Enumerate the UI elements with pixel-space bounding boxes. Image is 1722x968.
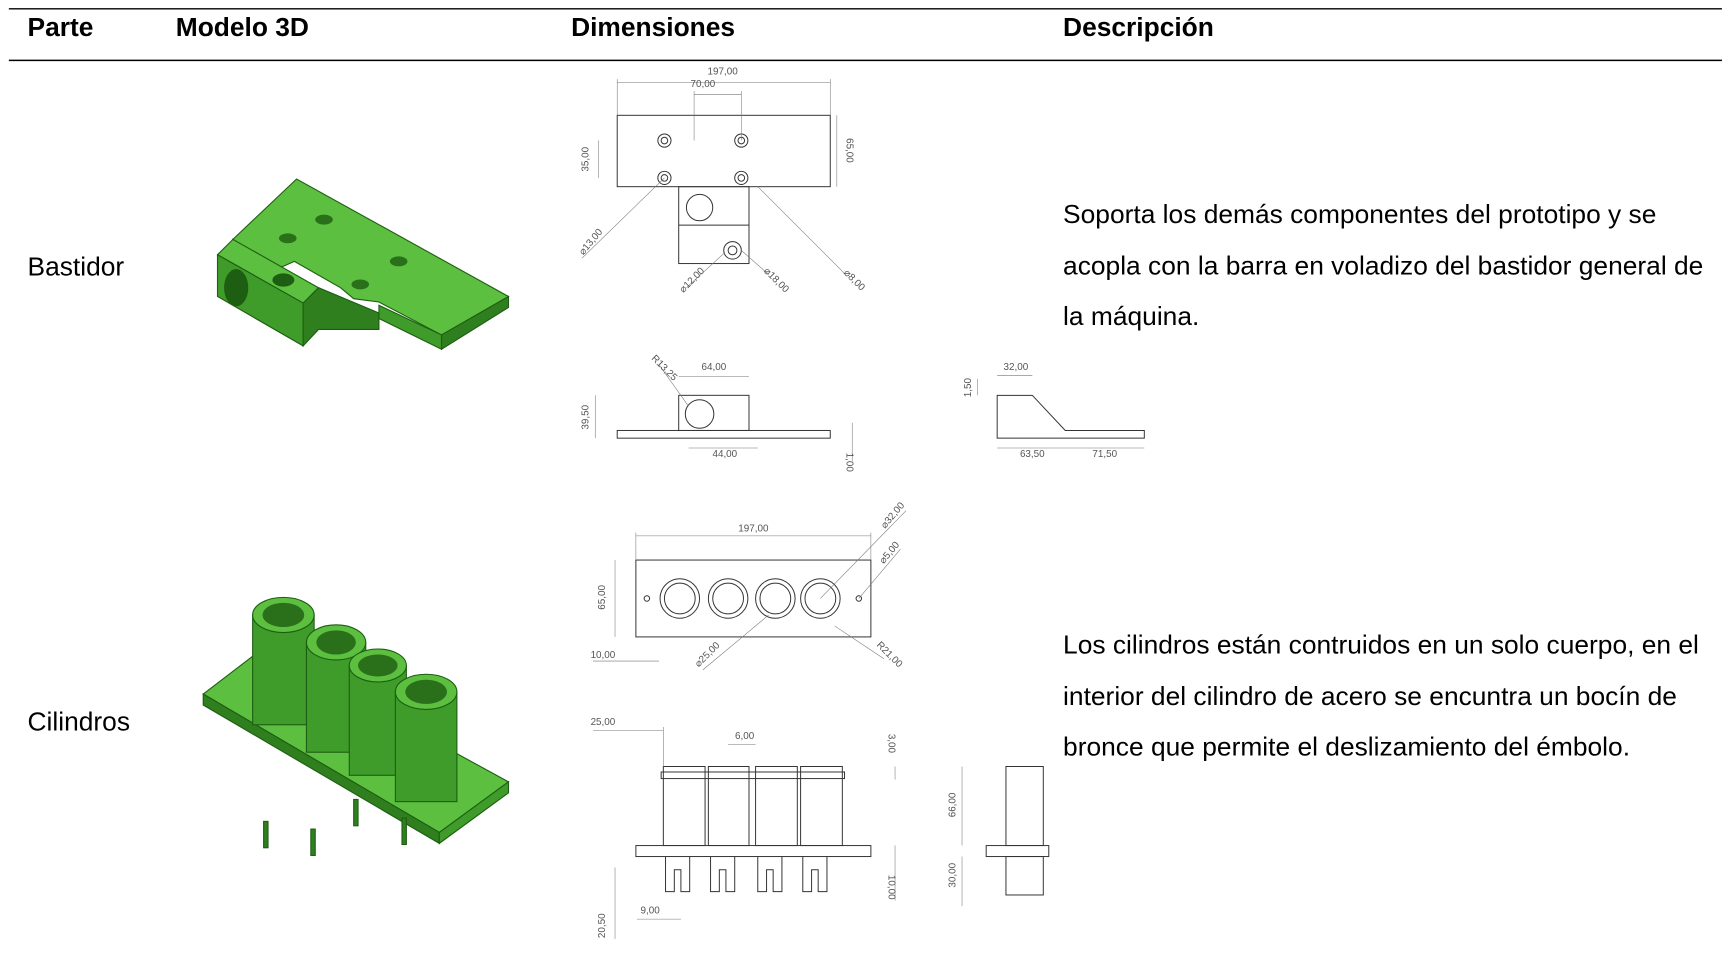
dimension-label: ⌀12,00 — [678, 265, 708, 295]
dimension-label: 1,00 — [844, 453, 855, 473]
dimension-label: 10,00 — [591, 650, 616, 661]
dimension-label: 65,00 — [844, 138, 855, 163]
description: Los cilindros están contruidos en un sol… — [1063, 630, 1699, 763]
dimension-label: 20,50 — [597, 913, 608, 938]
technical-drawing — [593, 510, 1050, 939]
dimension-label: 9,00 — [641, 906, 661, 917]
dimension-label: 3,00 — [885, 734, 896, 754]
dimension-label: 30,00 — [947, 862, 958, 887]
dimension-label: ⌀32,00 — [879, 500, 907, 531]
dimension-label: 197,00 — [738, 523, 769, 534]
dimension-label: 35,00 — [581, 146, 592, 171]
header-cell: Modelo 3D — [176, 12, 309, 42]
dimension-label: ⌀25,00 — [693, 640, 723, 670]
dimension-label: 64,00 — [701, 362, 726, 373]
dimension-label: 44,00 — [712, 449, 737, 460]
dimension-label: 25,00 — [591, 717, 616, 728]
dimension-label: 66,00 — [947, 792, 958, 817]
dimension-label: ⌀18,00 — [761, 266, 791, 296]
description: Soporta los demás componentes del protot… — [1063, 199, 1704, 332]
dimension-label: 6,00 — [735, 731, 755, 742]
dimension-label: 65,00 — [597, 585, 608, 610]
technical-drawing — [581, 79, 1145, 462]
dimension-label: ⌀5,00 — [878, 539, 903, 566]
dimension-label: 70,00 — [691, 79, 716, 90]
model-3d — [202, 596, 510, 856]
dimension-label: 71,50 — [1092, 449, 1117, 460]
dimension-label: 39,50 — [581, 404, 592, 429]
description-cell: Los cilindros están contruidos en un sol… — [1063, 630, 1699, 763]
header-cell: Descripción — [1063, 12, 1214, 42]
dimension-label: ⌀8,00 — [841, 268, 867, 294]
part-name: Bastidor — [28, 252, 125, 282]
header-cell: Dimensiones — [571, 12, 735, 42]
model-3d — [216, 178, 510, 351]
description-cell: Soporta los demás componentes del protot… — [1063, 199, 1704, 332]
dimension-label: 63,50 — [1020, 449, 1045, 460]
dimension-label: 32,00 — [1003, 362, 1028, 373]
dimension-label: ⌀13,00 — [577, 227, 605, 258]
dimension-label: 1,50 — [963, 378, 974, 398]
dimension-label: R13,25 — [649, 353, 680, 384]
header-cell: Parte — [28, 12, 94, 42]
part-name: Cilindros — [28, 706, 130, 736]
dimension-label: 10,00 — [885, 875, 896, 900]
dimension-label: 197,00 — [708, 67, 739, 78]
